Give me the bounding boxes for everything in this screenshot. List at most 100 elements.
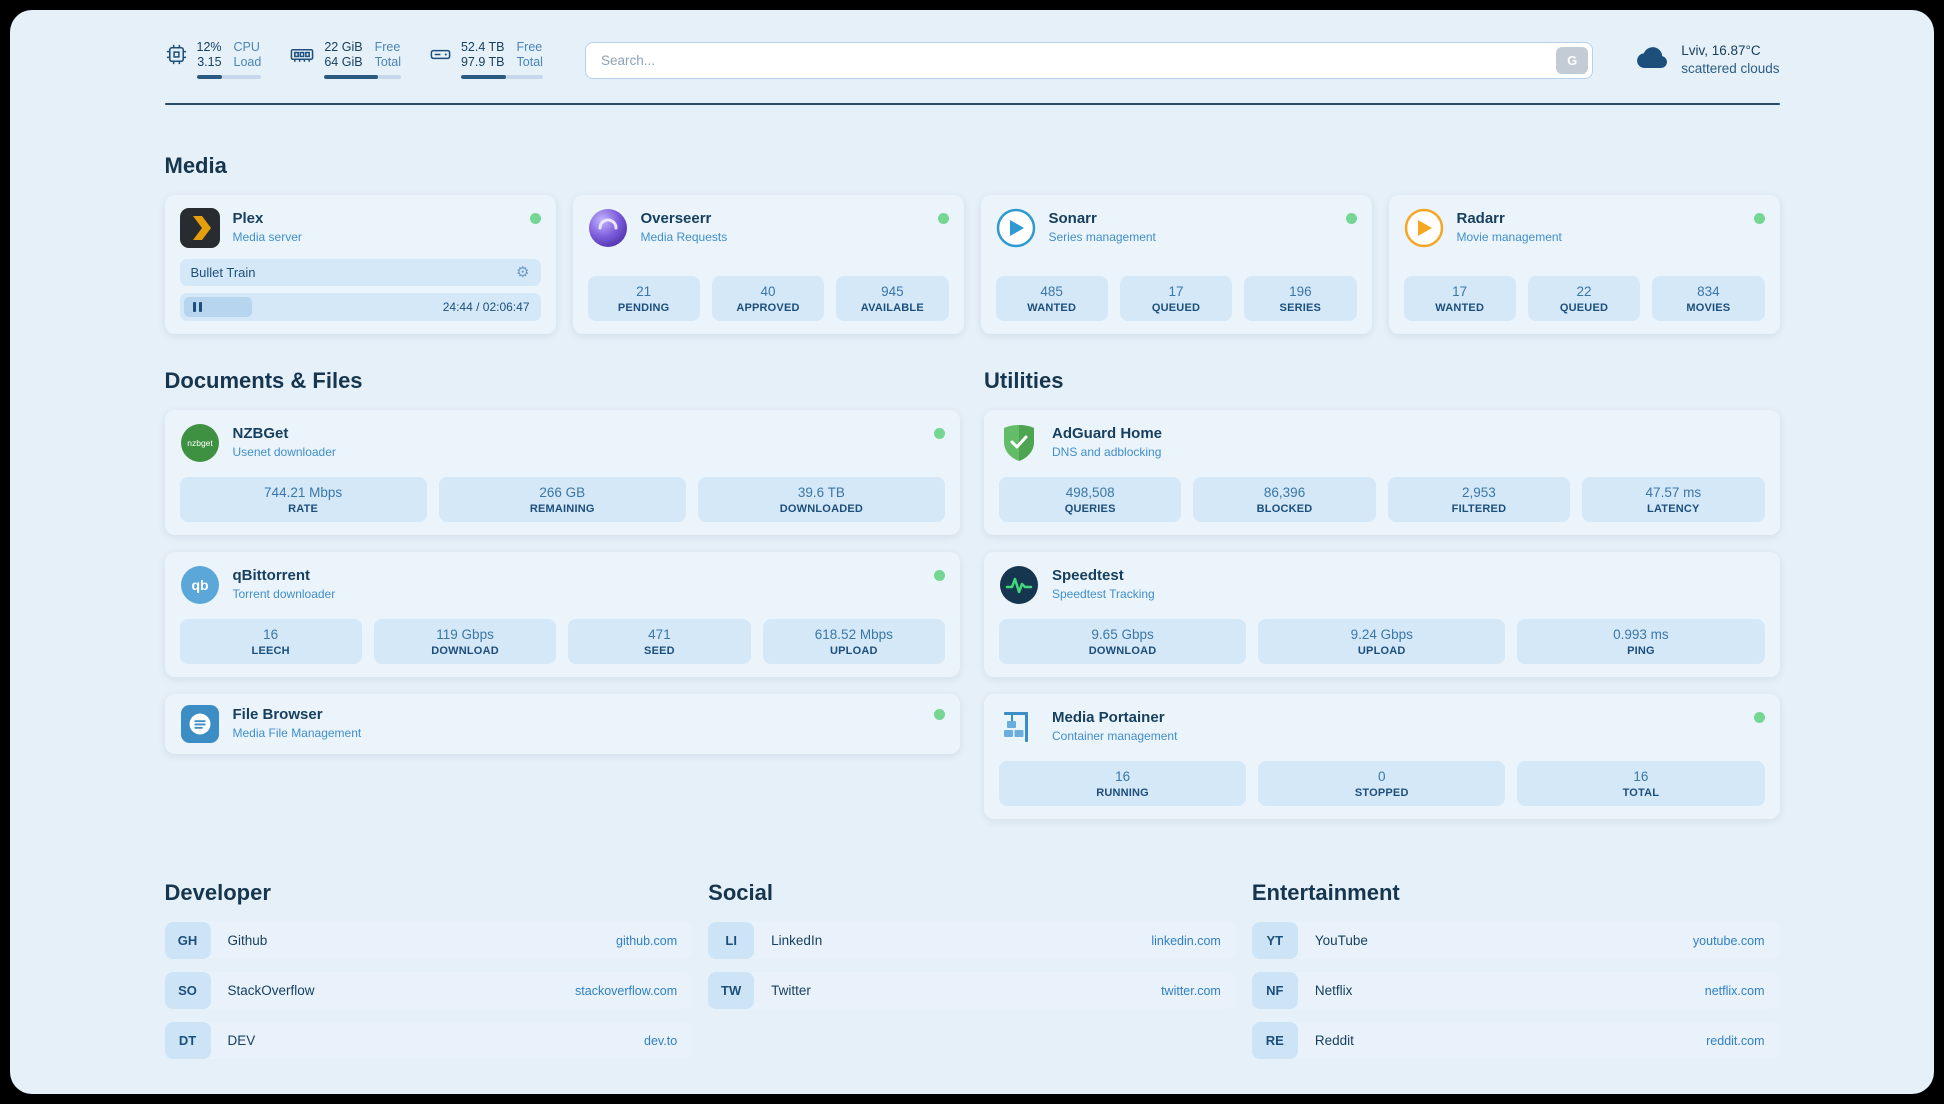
section-title-developer: Developer (164, 880, 271, 905)
app-card-speedtest[interactable]: Speedtest Speedtest Tracking 9.65 Gbps D… (984, 552, 1780, 677)
status-dot (937, 213, 949, 224)
pause-icon[interactable] (192, 302, 202, 312)
bookmark-dev[interactable]: DT DEV dev.to (164, 1022, 693, 1059)
bookmark-twitter[interactable]: TW Twitter twitter.com (708, 972, 1236, 1009)
stat-tile: 21 PENDING (587, 276, 700, 321)
bookmark-stackoverflow[interactable]: SO StackOverflow stackoverflow.com (164, 972, 693, 1009)
bookmark-name: LinkedIn (771, 933, 823, 948)
app-subtitle: Media Requests (640, 230, 728, 244)
qbittorrent-icon: qb (180, 565, 220, 605)
stat-label: QUERIES (1064, 503, 1116, 515)
disk-icon (429, 43, 452, 71)
app-card-filebrowser[interactable]: File Browser Media File Management (164, 694, 960, 754)
ram-usage-bar (324, 75, 401, 79)
stat-value: 21 (636, 284, 652, 299)
gear-icon[interactable]: ⚙ (516, 264, 530, 281)
app-card-portainer[interactable]: Media Portainer Container management 16 … (984, 694, 1780, 819)
app-title: Plex (232, 210, 264, 227)
search-input[interactable] (584, 42, 1594, 79)
cpu-label: CPU (233, 40, 260, 54)
stat-label: SERIES (1279, 302, 1322, 314)
stat-tile: 17 WANTED (1403, 276, 1516, 321)
bookmark-badge: YT (1251, 922, 1298, 959)
bookmark-name: StackOverflow (227, 983, 315, 998)
weather-condition: scattered clouds (1681, 61, 1780, 77)
status-dot (1753, 213, 1765, 224)
playback-time: 24:44 / 02:06:47 (442, 300, 530, 314)
stat-tile: 744.21 Mbps RATE (179, 477, 427, 522)
stat-value: 119 Gbps (436, 627, 494, 642)
stat-tile: 618.52 Mbps UPLOAD (762, 619, 945, 664)
app-subtitle: Movie management (1456, 230, 1562, 244)
bookmark-group-entertainment: Entertainment YT YouTube youtube.com NF … (1251, 836, 1780, 1072)
bookmark-domain: stackoverflow.com (575, 983, 678, 998)
bookmark-group-social: Social LI LinkedIn linkedin.com TW Twitt… (708, 836, 1236, 1072)
documents-column: Documents & Files nzbget NZBGet Usenet d… (164, 334, 960, 771)
ram-total-value: 64 GiB (324, 55, 363, 69)
section-title-entertainment: Entertainment (1251, 880, 1400, 905)
app-subtitle: Torrent downloader (232, 587, 336, 601)
cpu-usage-bar-fill (196, 75, 223, 79)
app-card-overseerr[interactable]: Overseerr Media Requests 21 PENDING 40 A… (572, 195, 964, 334)
ram-free-label: Free (374, 40, 401, 54)
stat-tile: 2,953 FILTERED (1387, 477, 1571, 522)
stat-value: 16 (1115, 769, 1131, 784)
middle-columns: Documents & Files nzbget NZBGet Usenet d… (164, 334, 1780, 836)
plex-icon (179, 208, 220, 248)
app-card-nzbget[interactable]: nzbget NZBGet Usenet downloader 744.21 M… (164, 410, 960, 535)
app-subtitle: Container management (1052, 729, 1178, 743)
app-card-plex[interactable]: Plex Media server Bullet Train ⚙ 24:44 /… (164, 195, 556, 334)
disk-usage-bar (460, 75, 543, 79)
search-engine-button[interactable]: G (1556, 47, 1589, 74)
stat-label: UPLOAD (1357, 645, 1406, 657)
app-title: qBittorrent (232, 567, 311, 584)
stat-label: APPROVED (736, 302, 800, 314)
stat-label: UPLOAD (829, 645, 878, 657)
now-playing-title: Bullet Train (190, 265, 256, 280)
status-dot (934, 428, 945, 439)
stat-label: WANTED (1027, 302, 1077, 314)
svg-text:nzbget: nzbget (187, 438, 213, 448)
section-title-media: Media (164, 153, 227, 178)
bookmark-youtube[interactable]: YT YouTube youtube.com (1251, 922, 1780, 959)
stat-tile: 47.57 ms LATENCY (1582, 477, 1765, 522)
app-subtitle: Media server (232, 230, 302, 244)
app-title: NZBGet (232, 425, 289, 442)
section-title-documents: Documents & Files (164, 368, 363, 393)
disk-free-label: Free (516, 40, 543, 54)
stat-label: LATENCY (1647, 503, 1700, 515)
stat-value: 945 (881, 284, 904, 299)
app-subtitle: Media File Management (232, 726, 362, 740)
app-stats: 21 PENDING 40 APPROVED 945 AVAILABLE (587, 262, 949, 321)
app-subtitle: DNS and adblocking (1052, 445, 1162, 459)
bookmark-reddit[interactable]: RE Reddit reddit.com (1251, 1022, 1780, 1059)
stat-tile: 39.6 TB DOWNLOADED (697, 477, 945, 522)
app-card-qbittorrent[interactable]: qb qBittorrent Torrent downloader 16 LEE… (164, 552, 960, 677)
cpu-usage-bar (196, 75, 262, 79)
media-grid: Plex Media server Bullet Train ⚙ 24:44 /… (164, 195, 1780, 334)
stat-value: 22 (1576, 284, 1592, 299)
app-title: Media Portainer (1052, 709, 1165, 726)
filebrowser-icon (180, 704, 220, 744)
stat-tile: 22 QUEUED (1527, 276, 1641, 321)
playback-progress-bar[interactable]: 24:44 / 02:06:47 (179, 293, 541, 321)
stat-tile: 0 STOPPED (1258, 761, 1506, 806)
disk-free-value: 52.4 TB (460, 40, 505, 54)
bookmark-domain: reddit.com (1706, 1033, 1765, 1048)
ram-icon (289, 43, 315, 71)
stat-value: 17 (1168, 284, 1184, 299)
bookmark-domain: twitter.com (1161, 983, 1221, 998)
bookmark-domain: linkedin.com (1151, 933, 1221, 948)
stat-tile: 0.993 ms PING (1517, 619, 1765, 664)
app-card-adguard[interactable]: AdGuard Home DNS and adblocking 498,508 … (984, 410, 1780, 535)
app-card-radarr[interactable]: Radarr Movie management 17 WANTED 22 QUE… (1388, 195, 1780, 334)
stat-label: WANTED (1435, 302, 1485, 314)
radarr-icon (1404, 208, 1444, 248)
bookmark-netflix[interactable]: NF Netflix netflix.com (1251, 972, 1780, 1009)
stat-label: SEED (644, 645, 675, 657)
app-stats: 485 WANTED 17 QUEUED 196 SERIES (995, 262, 1357, 321)
bookmark-github[interactable]: GH Github github.com (164, 922, 693, 959)
app-card-sonarr[interactable]: Sonarr Series management 485 WANTED 17 Q… (980, 195, 1372, 334)
bookmark-linkedin[interactable]: LI LinkedIn linkedin.com (708, 922, 1236, 959)
dashboard: 12% CPU 3.15 Load 22 GiB Free 64 (10, 10, 1934, 1094)
